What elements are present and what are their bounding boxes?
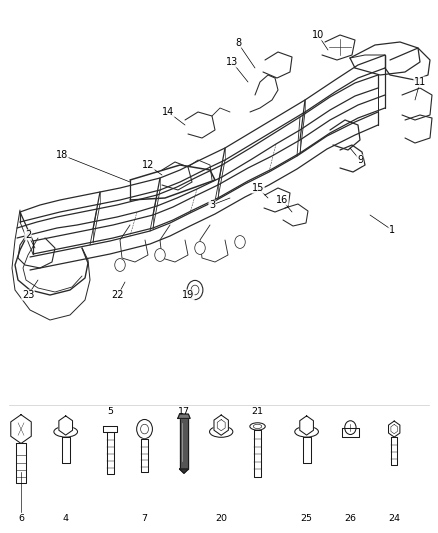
Text: 8: 8: [235, 38, 241, 48]
Polygon shape: [178, 414, 190, 418]
Text: 26: 26: [344, 514, 357, 523]
Text: 10: 10: [312, 30, 324, 40]
Text: 11: 11: [414, 77, 426, 87]
Text: 6: 6: [18, 514, 24, 523]
Polygon shape: [342, 427, 359, 437]
Text: 9: 9: [357, 155, 363, 165]
Polygon shape: [11, 415, 31, 443]
Ellipse shape: [209, 426, 233, 437]
Text: 25: 25: [300, 514, 313, 523]
Polygon shape: [389, 421, 400, 437]
Polygon shape: [16, 443, 26, 483]
Circle shape: [345, 421, 356, 434]
Text: 23: 23: [22, 290, 34, 300]
Text: 3: 3: [209, 200, 215, 210]
Polygon shape: [391, 437, 397, 465]
Circle shape: [191, 285, 199, 295]
Text: 4: 4: [63, 514, 69, 523]
Circle shape: [115, 259, 125, 271]
Ellipse shape: [253, 424, 262, 429]
Circle shape: [187, 280, 203, 300]
Polygon shape: [103, 426, 117, 432]
Text: 13: 13: [226, 57, 238, 67]
Circle shape: [235, 236, 245, 248]
Text: 22: 22: [112, 290, 124, 300]
Polygon shape: [180, 418, 188, 469]
Polygon shape: [300, 416, 314, 435]
Text: 1: 1: [389, 225, 395, 235]
Text: 7: 7: [141, 514, 148, 523]
Text: 18: 18: [56, 150, 68, 160]
Ellipse shape: [295, 426, 318, 437]
Text: 16: 16: [276, 195, 288, 205]
Polygon shape: [180, 469, 188, 473]
Text: 12: 12: [142, 160, 154, 170]
Text: 14: 14: [162, 107, 174, 117]
Text: 15: 15: [252, 183, 264, 193]
Text: 20: 20: [215, 514, 227, 523]
Ellipse shape: [54, 426, 78, 437]
Text: 5: 5: [107, 407, 113, 416]
Polygon shape: [62, 437, 70, 463]
Polygon shape: [254, 430, 261, 477]
Text: 19: 19: [182, 290, 194, 300]
Polygon shape: [214, 415, 228, 435]
Text: 2: 2: [25, 230, 31, 240]
Text: 17: 17: [178, 407, 190, 416]
Circle shape: [141, 424, 148, 434]
Polygon shape: [59, 416, 73, 435]
Polygon shape: [107, 432, 114, 474]
Circle shape: [155, 248, 165, 261]
Text: 24: 24: [388, 514, 400, 523]
Circle shape: [195, 241, 205, 254]
Ellipse shape: [250, 423, 265, 430]
Circle shape: [137, 419, 152, 439]
Text: 21: 21: [251, 407, 264, 416]
Polygon shape: [303, 437, 311, 463]
Polygon shape: [141, 439, 148, 472]
